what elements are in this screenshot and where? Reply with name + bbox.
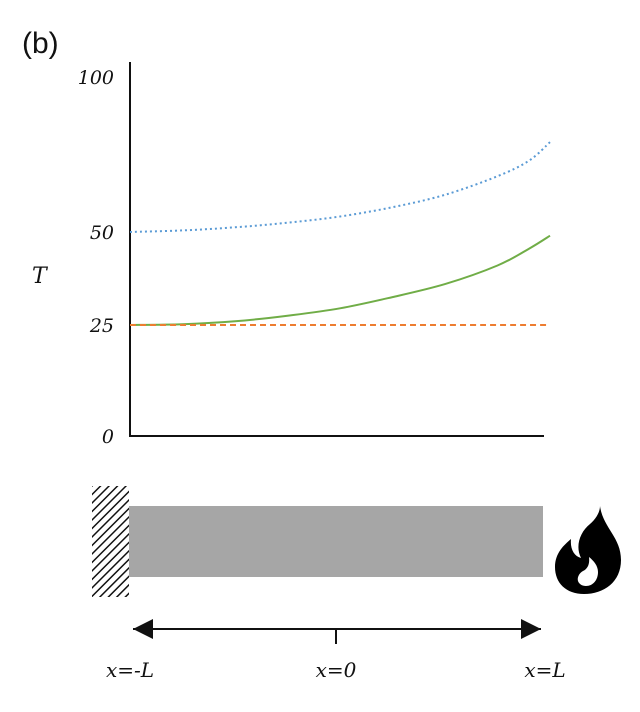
x-position-label-0: x=-L [106,658,154,682]
rod-bar [129,506,543,577]
double-arrow-icon [133,619,541,644]
x-position-label-1: x=0 [316,658,357,682]
y-tick-label-3: 100 [78,67,114,89]
x-position-label-2: x=L [524,658,565,682]
chart-area: T 0 25 50 100 [32,62,551,448]
panel-label: (b) [22,27,59,60]
series-line-dotted [129,141,551,233]
y-tick-label-2: 50 [90,222,114,244]
y-tick-label-0: 0 [102,426,114,448]
y-tick-label-1: 25 [89,315,114,337]
y-tick-labels: 0 25 50 100 [78,67,114,448]
series-layer [129,141,551,326]
hatched-wall-icon [92,486,129,597]
y-axis-title: T [32,264,49,289]
series-line-solid [129,234,551,326]
rod-diagram [92,486,621,597]
fire-icon [555,506,621,594]
x-position-labels: x=-L x=0 x=L [106,658,566,682]
